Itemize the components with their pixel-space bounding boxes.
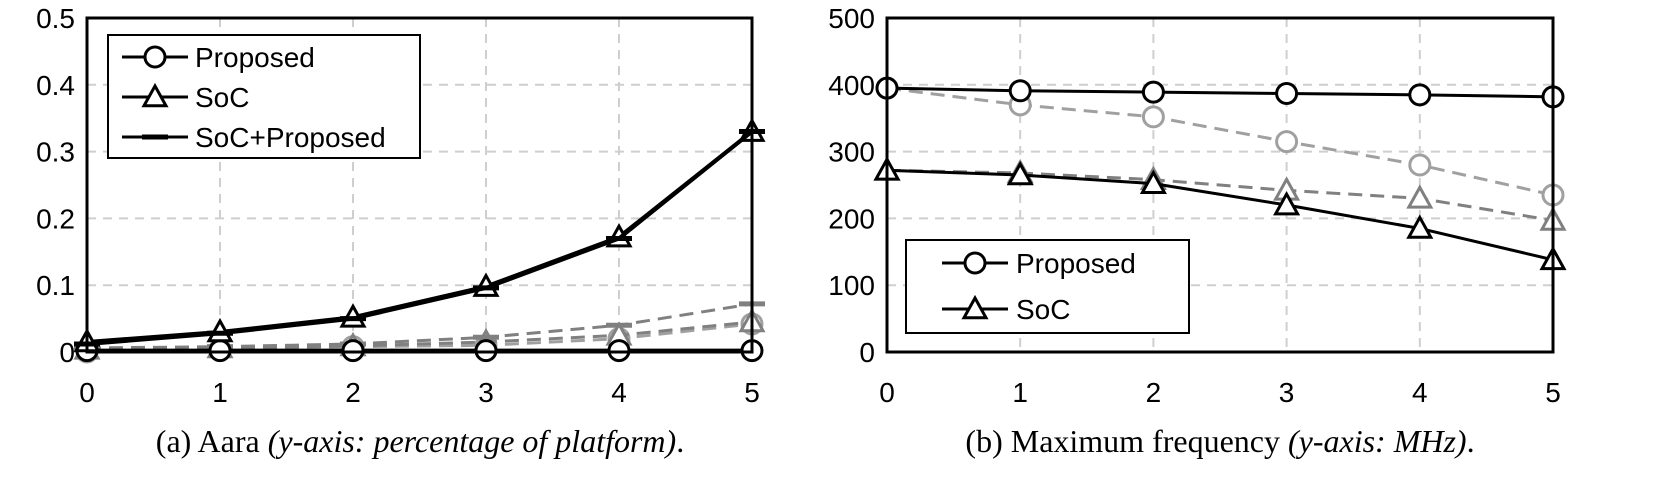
chart-a-x-tick-label: 1 <box>212 377 228 408</box>
chart-a-legend-label: SoC+Proposed <box>195 122 386 153</box>
chart-b-caption-main: (b) Maximum frequency <box>965 423 1288 459</box>
chart-a-legend-item: SoC <box>122 82 249 113</box>
chart-a-legend: Proposed SoC SoC+Proposed <box>107 34 421 159</box>
chart-b-x-tick-label: 2 <box>1146 377 1162 408</box>
chart-b-series-2-point <box>1275 130 1299 154</box>
chart-b-series-3-point <box>1406 184 1434 209</box>
chart-a-caption-main: (a) Aara <box>156 423 268 459</box>
chart-a-legend-item: Proposed <box>122 42 315 73</box>
chart-a-series-2-line <box>86 130 754 346</box>
chart-b-x-tick-label: 0 <box>879 377 895 408</box>
chart-a-caption-end: . <box>676 423 684 459</box>
chart-b-series-1-point <box>1406 214 1434 239</box>
chart-b-series-1-point <box>1139 169 1167 194</box>
chart-b-series-0-point <box>1141 80 1165 104</box>
chart-a-x-tick-label: 2 <box>345 377 361 408</box>
chart-b-caption-italic: (y-axis: MHz) <box>1288 423 1467 459</box>
chart-b-series-3-line <box>886 168 1554 222</box>
chart-a-caption-italic: (y-axis: percentage of platform) <box>268 423 676 459</box>
chart-a-caption: (a) Aara (y-axis: percentage of platform… <box>156 423 684 459</box>
chart-b-series-1-line <box>886 168 1554 262</box>
chart-a-x-tick-label: 0 <box>79 377 95 408</box>
chart-b-x-tick-label: 3 <box>1279 377 1295 408</box>
chart-a-series-2 <box>74 129 765 347</box>
chart-a-legend-label: SoC <box>195 82 249 113</box>
chart-b-series-2-line <box>886 86 1554 197</box>
chart-a-legend-item: SoC+Proposed <box>122 122 386 153</box>
chart-a-legend-marker <box>141 82 169 108</box>
chart-a-y-ticks: 0 0.1 0.2 0.3 0.4 0.5 <box>36 3 75 368</box>
chart-a-x-tick-label: 3 <box>478 377 494 408</box>
chart-b-y-tick-label: 100 <box>828 270 875 301</box>
chart-b-legend-marker <box>961 294 989 320</box>
chart-a-x-tick-label: 4 <box>611 377 627 408</box>
chart-a-y-tick-label: 0 <box>59 337 75 368</box>
chart-b-caption-end: . <box>1467 423 1475 459</box>
chart-b-series-0-point <box>1275 81 1299 105</box>
chart-a-y-tick-label: 0.3 <box>36 137 75 168</box>
chart-b-series-1-point <box>1273 190 1301 216</box>
chart-b-legend-label: Proposed <box>1016 248 1136 279</box>
chart-a-y-tick-label: 0.4 <box>36 70 75 101</box>
chart-b-y-tick-label: 0 <box>859 337 875 368</box>
chart-b-caption: (b) Maximum frequency (y-axis: MHz). <box>965 423 1474 459</box>
chart-b-x-ticks: 0 1 2 3 4 5 <box>879 377 1561 408</box>
chart-b-y-tick-label: 300 <box>828 137 875 168</box>
chart-a-series-5 <box>74 301 765 351</box>
chart-b-series-0 <box>875 76 1565 109</box>
chart-b-series-2-point <box>1408 153 1432 177</box>
chart-a-series-5-line <box>86 302 753 350</box>
chart-b-series-2-point <box>1141 105 1165 129</box>
chart-b-x-tick-label: 5 <box>1545 377 1561 408</box>
chart-b-y-ticks: 0 100 200 300 400 500 <box>828 3 875 368</box>
chart-a: 0 0.1 0.2 0.3 0.4 0.5 0 1 2 3 4 5 Proposed SoC SoC+P… <box>36 3 766 459</box>
chart-a-y-tick-label: 0.5 <box>36 3 75 34</box>
chart-a-series-1-line <box>86 129 754 344</box>
chart-b-series-1-point <box>1006 160 1034 186</box>
chart-b-series-0-point <box>1008 79 1032 103</box>
chart-a-y-tick-label: 0.2 <box>36 203 75 234</box>
chart-b-series <box>873 76 1567 271</box>
chart-a-x-tick-label: 5 <box>744 377 760 408</box>
chart-b-y-tick-label: 200 <box>828 203 875 234</box>
chart-a-plot-frame <box>85 16 754 354</box>
chart-b-legend: Proposed SoC <box>905 239 1190 334</box>
chart-b-legend-item: Proposed <box>942 248 1136 279</box>
chart-a-x-ticks: 0 1 2 3 4 5 <box>79 377 760 408</box>
chart-b-series-0-point <box>1408 83 1432 107</box>
chart-b-legend-item: SoC <box>942 294 1070 325</box>
chart-b-legend-box <box>905 239 1190 334</box>
chart-b: 0 100 200 300 400 500 0 1 2 3 4 5 Proposed SoC (b) … <box>828 3 1567 459</box>
chart-b-series-0-line <box>886 86 1554 99</box>
chart-b-legend-marker <box>963 251 987 275</box>
chart-b-y-tick-label: 400 <box>828 70 875 101</box>
chart-b-plot-frame <box>885 16 1555 354</box>
chart-a-y-tick-label: 0.1 <box>36 270 75 301</box>
chart-b-legend-label: SoC <box>1016 294 1070 325</box>
chart-a-legend-marker <box>143 45 167 69</box>
chart-b-x-tick-label: 4 <box>1412 377 1428 408</box>
chart-b-y-tick-label: 500 <box>828 3 875 34</box>
chart-a-legend-label: Proposed <box>195 42 315 73</box>
chart-b-x-tick-label: 1 <box>1012 377 1028 408</box>
